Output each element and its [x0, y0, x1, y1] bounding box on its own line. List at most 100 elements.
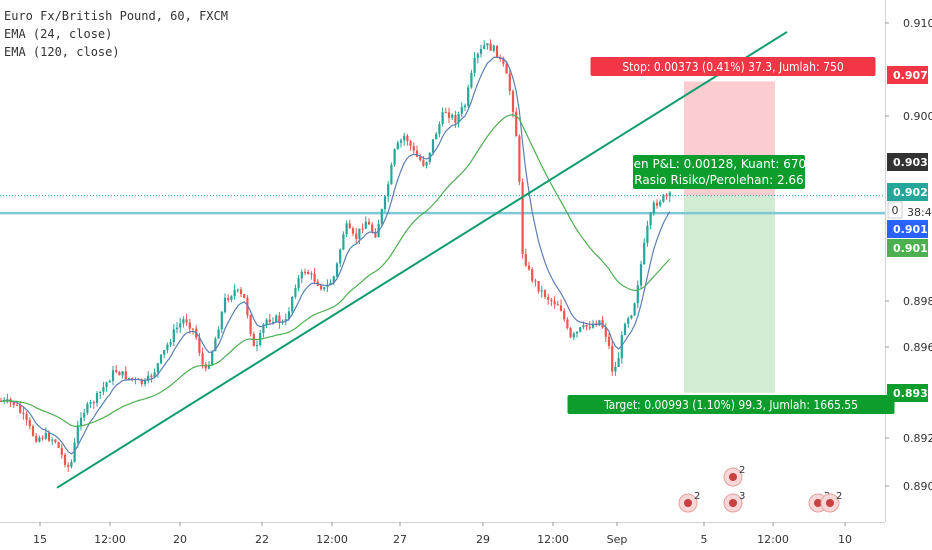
candle-body [95, 393, 99, 404]
event-badge: 3 [723, 491, 745, 513]
y-tick-label: 0.90060 [903, 110, 932, 123]
candle-body [476, 53, 479, 58]
candle-body [614, 366, 617, 372]
candle-body [345, 223, 348, 235]
candle-body [105, 382, 108, 388]
candle-body [611, 345, 614, 372]
candle-body [633, 303, 636, 316]
candle-body [371, 224, 374, 232]
candle-body [617, 358, 620, 367]
y-tick-label: 0.89000 [903, 480, 932, 493]
candle-body [598, 320, 601, 326]
candle-body [12, 402, 15, 406]
candle-body [166, 344, 169, 351]
candle-body [431, 139, 435, 153]
candle-body [99, 391, 102, 394]
candle-body [361, 228, 364, 230]
y-tick-label: 0.89200 [903, 432, 932, 445]
candle-body [83, 412, 86, 418]
y-tick-label: 0.89800 [903, 295, 932, 308]
price-tag: 0 [887, 201, 903, 219]
candle-body [15, 405, 19, 407]
price-tag: 0.90763 [887, 66, 932, 84]
candle-body [236, 289, 239, 291]
candle-body [607, 336, 611, 346]
candle-body [159, 354, 163, 364]
candle-body [163, 350, 166, 355]
candle-body [444, 112, 447, 114]
candle-body [425, 162, 428, 166]
candle-body [537, 281, 540, 292]
candle-body [156, 363, 159, 373]
candle-body [582, 325, 585, 328]
candle-body [246, 297, 249, 316]
candle-body [19, 405, 22, 413]
candle-body [265, 319, 268, 325]
x-tick-label: 22 [255, 533, 269, 546]
candle-body [214, 338, 217, 352]
candle-body [191, 328, 195, 330]
candle-body [515, 111, 518, 137]
candle-body [563, 310, 566, 320]
candle-body [636, 285, 639, 304]
price-axis [885, 0, 932, 550]
flag-icon-center [684, 499, 692, 507]
candle-body [579, 327, 582, 332]
candle-body [630, 315, 633, 319]
candle-body [172, 329, 175, 343]
candle-body [255, 345, 259, 347]
price-tag-bg [887, 239, 928, 257]
target-label-bg [567, 395, 895, 414]
candle-body [623, 323, 627, 336]
candle-body [518, 136, 521, 183]
legend-ema-24: EMA (24, close) [4, 27, 113, 41]
candle-body [223, 297, 227, 312]
candle-body [300, 271, 303, 279]
candle-body [307, 271, 310, 275]
candle-body [111, 370, 115, 381]
candle-body [662, 194, 665, 202]
price-tag-bg [887, 220, 928, 238]
candle-body [217, 329, 220, 339]
candle-body [73, 442, 76, 462]
candle-body [249, 315, 252, 335]
candle-body [41, 437, 44, 439]
candle-body [179, 323, 182, 328]
candle-body [243, 294, 246, 298]
stop-label-text: Stop: 0.00373 (0.41%) 37.3, Jumlah: 750 [622, 60, 844, 74]
candle-body [415, 150, 419, 157]
candle-body [271, 321, 275, 323]
candle-body [547, 297, 550, 300]
candle-body [150, 375, 153, 377]
candle-body [351, 228, 355, 234]
candle-body [175, 327, 179, 330]
candle-body [604, 327, 607, 337]
candle-body [60, 447, 63, 455]
legend-symbol: Euro Fx/British Pound, 60, FXCM [4, 9, 228, 23]
y-tick-label: 0.91000 [903, 17, 932, 30]
candle-body [329, 282, 332, 286]
x-tick-label: 12:00 [537, 533, 569, 546]
price-tag: 0.90174 [887, 239, 932, 257]
candle-body [57, 442, 60, 448]
stop-label: Stop: 0.00373 (0.41%) 37.3, Jumlah: 750 [590, 57, 876, 76]
price-tag-text: 0.90177 [893, 223, 932, 236]
candle-body [310, 273, 313, 275]
x-tick-label: 29 [476, 533, 490, 546]
candle-body [70, 461, 73, 467]
candle-body [118, 372, 121, 376]
candle-body [543, 290, 547, 298]
event-badge-count: 2 [694, 491, 700, 502]
flag-icon-center [814, 499, 822, 507]
candle-body [86, 403, 89, 413]
candle-body [393, 149, 396, 165]
candle-body [188, 322, 191, 329]
candle-body [649, 213, 652, 226]
candle-body [252, 334, 255, 347]
candle-body [646, 225, 649, 243]
candle-body [358, 228, 361, 239]
price-tag-text: 0.90262 [893, 186, 932, 199]
candle-body [44, 432, 47, 439]
candle-body [390, 164, 393, 185]
